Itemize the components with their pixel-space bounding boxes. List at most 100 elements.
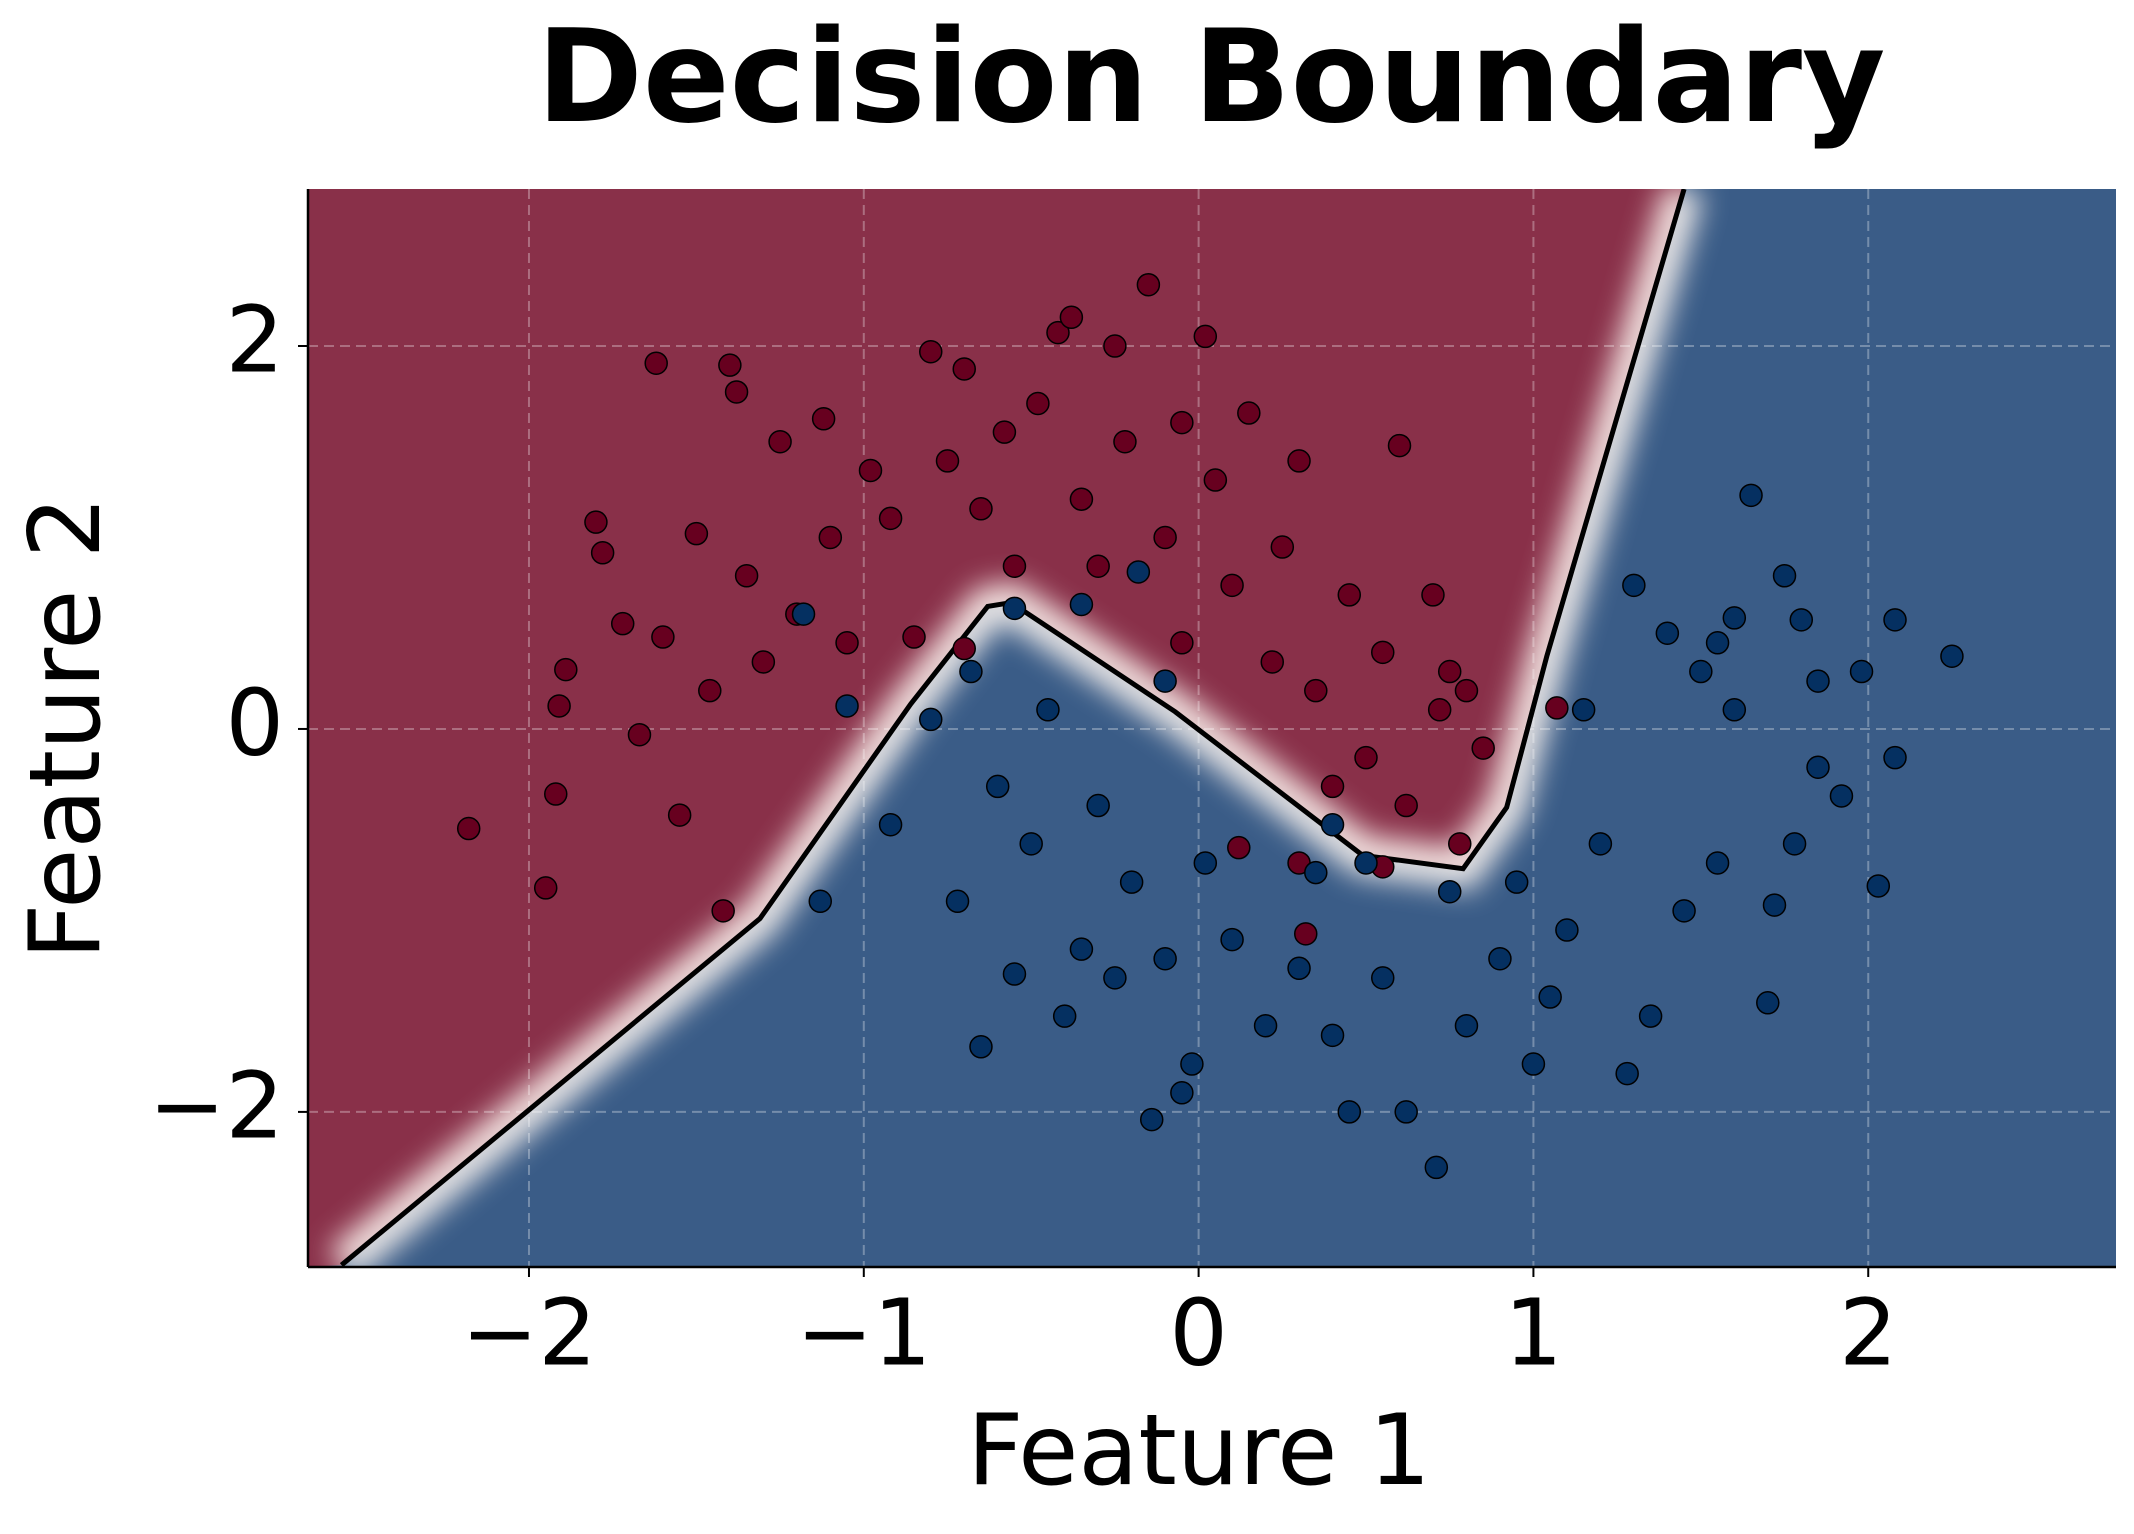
data-point: [1287, 449, 1311, 473]
data-point: [1588, 832, 1613, 856]
data-point: [1488, 946, 1512, 971]
data-point: [1227, 835, 1251, 860]
data-point: [1153, 669, 1177, 693]
data-point: [1387, 433, 1412, 458]
data-point: [544, 782, 568, 806]
data-point: [1866, 874, 1891, 898]
data-point: [985, 774, 1010, 799]
data-point: [1427, 698, 1452, 722]
data-point: [1086, 554, 1110, 578]
y-axis-label: Feature 2: [9, 496, 123, 960]
data-point: [590, 541, 615, 565]
data-point: [644, 351, 668, 375]
data-point: [584, 510, 608, 534]
data-point: [1394, 793, 1418, 818]
data-point: [554, 657, 578, 682]
data-point: [1705, 851, 1730, 875]
x-axis-label: Feature 1: [967, 1394, 1431, 1508]
data-point: [1756, 991, 1780, 1015]
data-point: [1789, 608, 1814, 632]
data-point: [1722, 606, 1747, 630]
data-point: [1883, 745, 1907, 770]
data-point: [1026, 391, 1050, 416]
data-point: [1545, 696, 1569, 720]
data-point: [1337, 1100, 1362, 1124]
data-point: [734, 564, 759, 588]
data-point: [1170, 1081, 1194, 1105]
y-tick-label: −2: [148, 1052, 284, 1159]
data-point: [1521, 1052, 1546, 1076]
data-point: [711, 899, 735, 923]
data-point: [1220, 927, 1244, 952]
data-point: [969, 497, 993, 521]
data-point: [969, 1035, 993, 1059]
data-point: [533, 876, 558, 900]
data-point: [1180, 1052, 1204, 1076]
data-point: [919, 340, 943, 364]
decision-boundary: [339, 189, 1687, 1267]
data-point: [547, 694, 571, 718]
data-point: [1002, 962, 1027, 986]
data-point: [1849, 659, 1874, 684]
data-point: [1655, 621, 1680, 645]
data-point: [724, 380, 749, 404]
data-point: [1538, 985, 1562, 1009]
data-point: [1320, 1023, 1345, 1048]
data-point: [1772, 564, 1797, 588]
data-point: [1237, 401, 1261, 425]
data-point: [1059, 305, 1084, 330]
data-point: [1571, 698, 1596, 722]
x-tick-label: 2: [1839, 1279, 1898, 1386]
data-point: [1069, 487, 1094, 511]
data-point: [902, 625, 926, 649]
data-point: [1829, 784, 1854, 808]
data-point: [1220, 573, 1244, 598]
data-point: [1002, 554, 1027, 578]
data-point: [1782, 832, 1807, 856]
data-point: [959, 659, 983, 684]
data-point: [878, 812, 903, 837]
data-point: [1069, 592, 1094, 617]
data-point: [1705, 631, 1730, 655]
data-point: [1320, 774, 1345, 799]
data-point: [1193, 324, 1218, 349]
data-point: [1139, 1107, 1164, 1132]
data-point: [945, 889, 970, 914]
data-point: [1293, 922, 1318, 946]
data-point: [1103, 966, 1127, 990]
x-tick-label: −2: [461, 1279, 597, 1386]
data-point: [835, 631, 859, 655]
data-point: [1002, 596, 1027, 621]
data-point: [1424, 1155, 1449, 1180]
data-point: [1762, 893, 1787, 917]
data-point: [1113, 429, 1137, 454]
data-point: [1454, 678, 1479, 703]
data-point: [1153, 946, 1177, 971]
y-tick-label: 2: [225, 286, 284, 393]
data-point: [667, 803, 692, 827]
data-point: [919, 707, 943, 732]
data-point: [1504, 870, 1529, 894]
data-point: [1320, 812, 1345, 837]
data-point: [1253, 1013, 1278, 1038]
plot-area: [308, 189, 2116, 1267]
data-point: [768, 429, 792, 454]
data-point: [684, 521, 709, 546]
data-point: [1119, 870, 1144, 894]
data-point: [1638, 1004, 1663, 1028]
data-point: [1437, 879, 1462, 904]
data-point: [1193, 851, 1218, 875]
data-point: [1103, 334, 1127, 358]
data-point: [952, 636, 976, 661]
data-point: [1615, 1061, 1639, 1086]
data-point: [1940, 644, 1964, 668]
data-point: [835, 694, 859, 718]
data-point: [818, 525, 843, 550]
data-point: [1304, 678, 1328, 703]
data-point: [1371, 640, 1395, 665]
data-point: [992, 420, 1017, 444]
data-point: [1136, 272, 1161, 297]
data-point: [1448, 832, 1472, 856]
data-point: [1019, 832, 1043, 856]
